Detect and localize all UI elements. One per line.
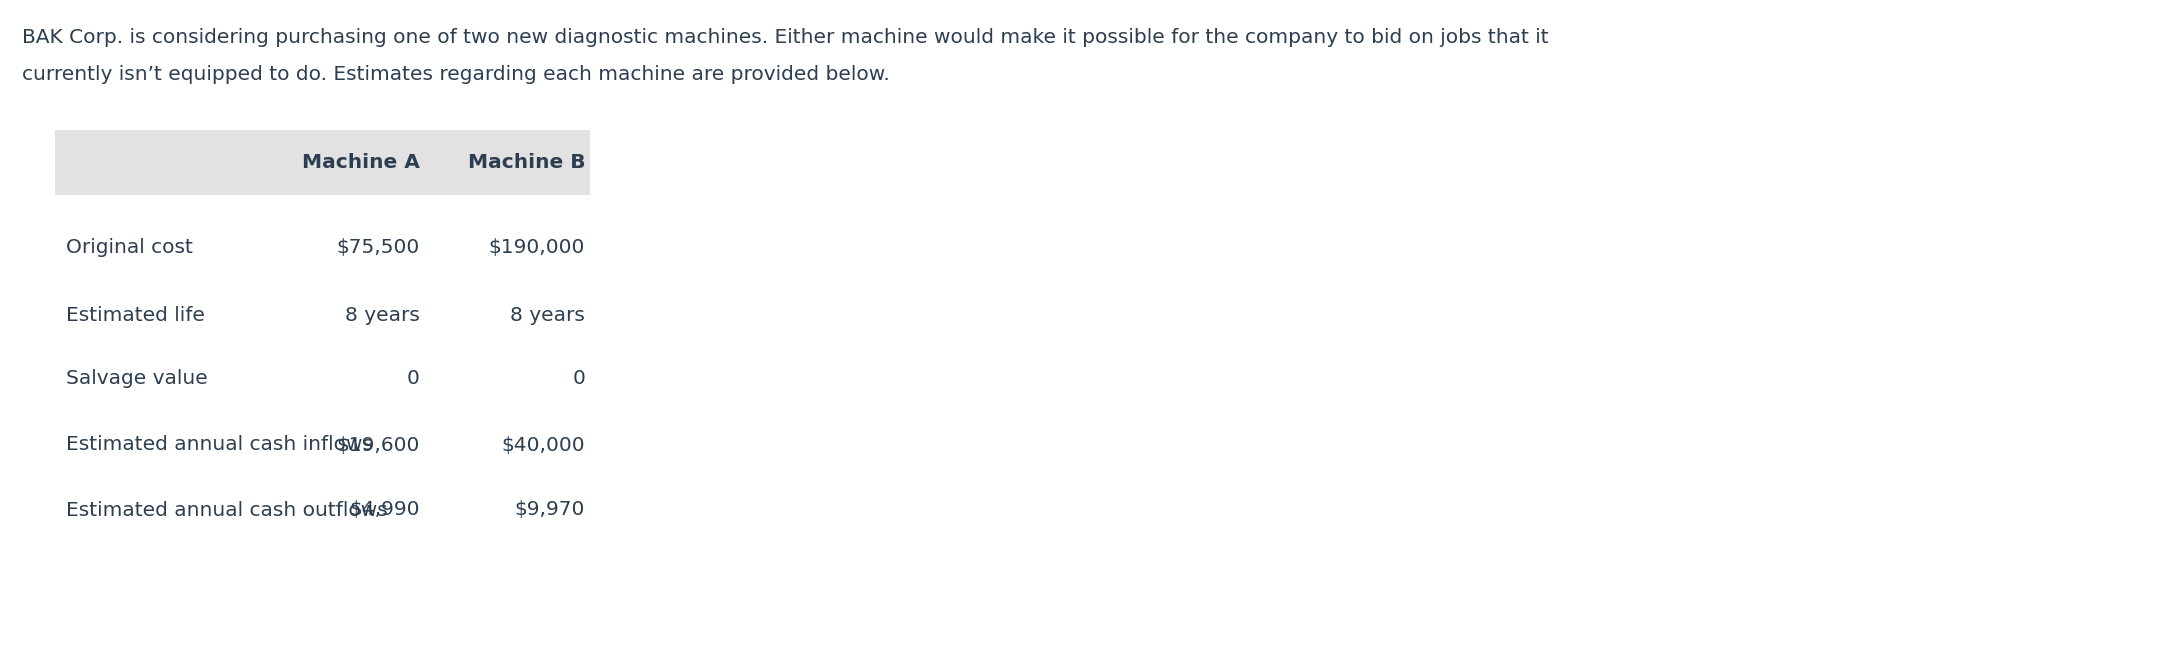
- Text: Machine A: Machine A: [303, 153, 420, 172]
- Text: 0: 0: [573, 368, 586, 388]
- Text: $75,500: $75,500: [338, 238, 420, 257]
- Text: currently isn’t equipped to do. Estimates regarding each machine are provided be: currently isn’t equipped to do. Estimate…: [22, 65, 891, 84]
- Text: Estimated life: Estimated life: [65, 305, 205, 324]
- Text: Estimated annual cash inflows: Estimated annual cash inflows: [65, 436, 372, 455]
- Text: Salvage value: Salvage value: [65, 368, 207, 388]
- Text: $19,600: $19,600: [338, 436, 420, 455]
- Text: BAK Corp. is considering purchasing one of two new diagnostic machines. Either m: BAK Corp. is considering purchasing one …: [22, 28, 1549, 47]
- Text: $190,000: $190,000: [488, 238, 586, 257]
- Text: $4,990: $4,990: [348, 501, 420, 520]
- Text: $9,970: $9,970: [514, 501, 586, 520]
- Text: Original cost: Original cost: [65, 238, 194, 257]
- Text: $40,000: $40,000: [501, 436, 586, 455]
- Text: Estimated annual cash outflows: Estimated annual cash outflows: [65, 501, 388, 520]
- Text: 8 years: 8 years: [344, 305, 420, 324]
- Text: 0: 0: [407, 368, 420, 388]
- Text: 8 years: 8 years: [510, 305, 586, 324]
- Text: Machine B: Machine B: [468, 153, 586, 172]
